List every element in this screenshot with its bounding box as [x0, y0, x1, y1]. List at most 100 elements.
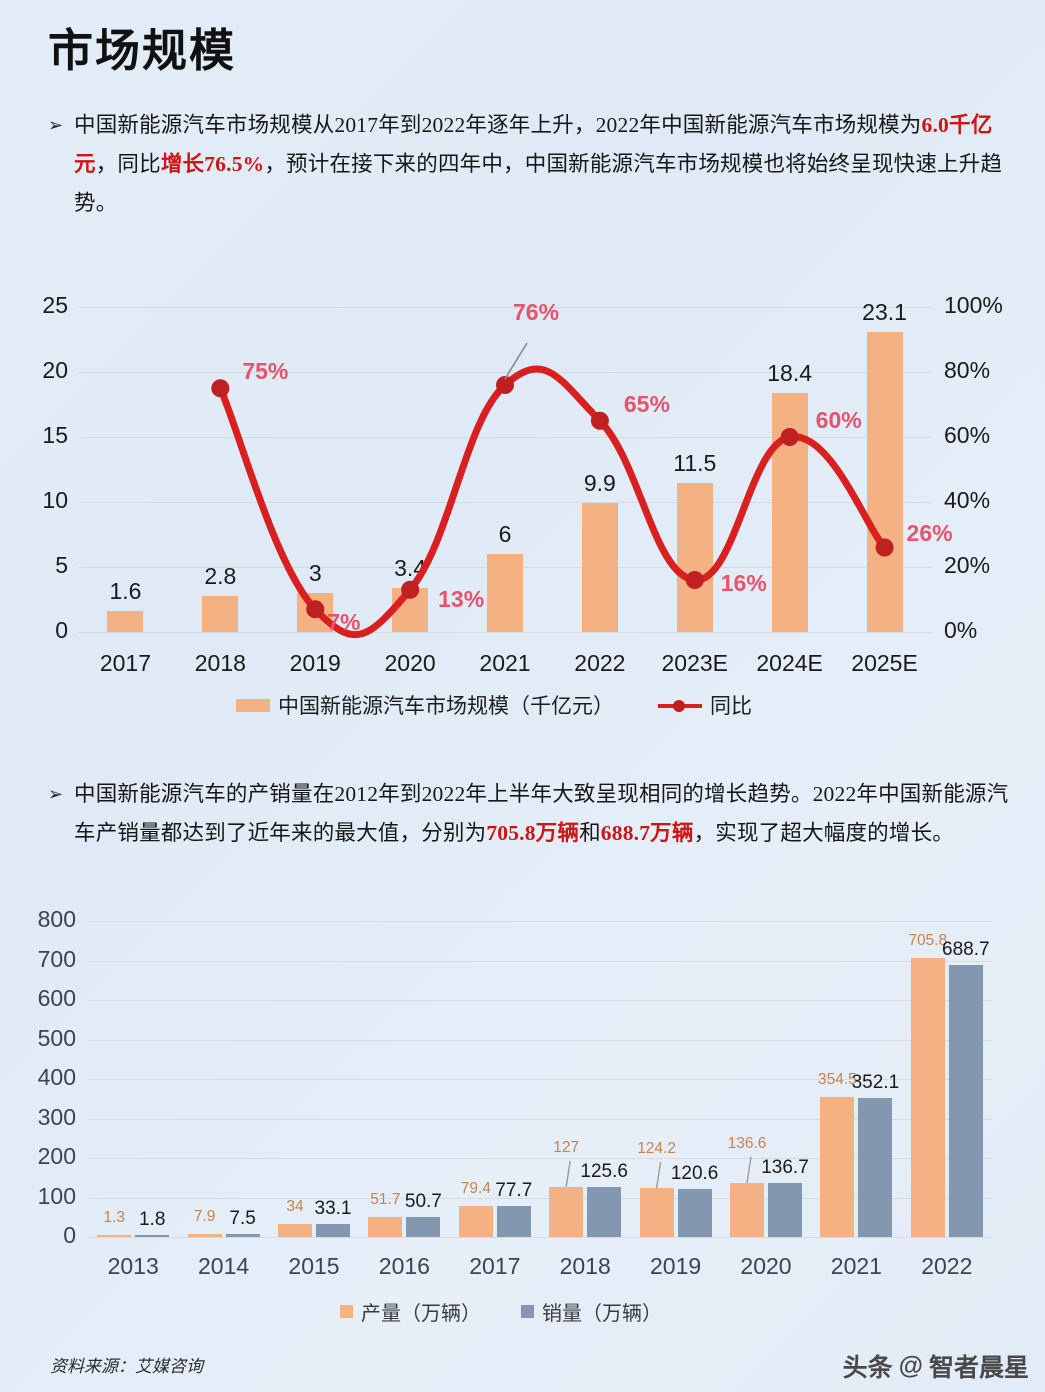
bar-value-production: 79.4: [460, 1179, 491, 1197]
orange-square-swatch-icon: [340, 1305, 353, 1318]
bar-sales[interactable]: [677, 1189, 712, 1237]
bar-production[interactable]: [639, 1187, 674, 1237]
bar-value-label: 23.1: [862, 298, 907, 325]
y2-axis-tick: 20%: [944, 552, 991, 578]
gridline: [88, 1237, 992, 1238]
y-axis-tick: 300: [37, 1103, 76, 1130]
watermark: 头条 @ 智者晨星: [843, 1348, 1029, 1384]
x-axis-tick: 2015: [288, 1253, 340, 1279]
bar-sales[interactable]: [316, 1223, 350, 1237]
bar-sales[interactable]: [225, 1234, 260, 1237]
bar-sales[interactable]: [496, 1206, 531, 1237]
source-note: 资料来源：艾媒咨询: [50, 1357, 203, 1376]
bar-sales[interactable]: [135, 1235, 170, 1237]
gridline: [88, 1079, 992, 1080]
yoy-value-label: 60%: [815, 407, 862, 433]
x-axis-tick: 2021: [479, 650, 531, 676]
production-sales-chart: 0 100 200 300 400 500 600 700 800 1.3 1.8 2013 7.9 7.…: [0, 905, 1045, 1335]
x-axis-tick: 2018: [559, 1253, 611, 1279]
bar-value-label: 9.9: [583, 470, 616, 497]
watermark-prefix: 头条: [842, 1354, 893, 1382]
bar-value-sales: 125.6: [580, 1161, 628, 1183]
x-axis-tick: 2022: [921, 1253, 973, 1279]
bar-market-size[interactable]: [581, 503, 618, 632]
bar-value-production: 124.2: [637, 1139, 676, 1157]
bar-production[interactable]: [730, 1183, 764, 1237]
x-axis-tick: 2013: [107, 1253, 159, 1279]
bar-market-size[interactable]: [392, 587, 429, 632]
legend-label-production: 产量（万辆）: [361, 1303, 481, 1325]
bullet2-seg1: 中国新能源汽车的产销量在2012年到2022年上半年大致呈现相同的增长趋势。20…: [74, 782, 1009, 845]
gridline: [88, 921, 992, 922]
bar-production[interactable]: [820, 1096, 855, 1237]
bar-market-size[interactable]: [866, 331, 903, 632]
bar-value-sales: 120.6: [670, 1163, 719, 1185]
legend-item-yoy[interactable]: 同比: [658, 690, 752, 720]
gridline: [88, 1158, 992, 1159]
yoy-value-label: 7%: [327, 609, 361, 636]
bar-market-size[interactable]: [107, 611, 144, 632]
bar-value-label: 1.6: [109, 578, 142, 605]
y-axis-tick: 500: [37, 1024, 76, 1051]
bar-sales[interactable]: [948, 964, 983, 1237]
y-axis-tick: 25: [42, 292, 68, 318]
bar-market-size[interactable]: [202, 595, 239, 632]
bullet-arrow-icon-2: ➢: [48, 784, 64, 804]
bar-production[interactable]: [549, 1186, 584, 1237]
y-axis-tick: 0: [63, 1222, 76, 1248]
bar-market-size[interactable]: [676, 482, 713, 632]
bullet1-highlight1: 6.0千亿元: [74, 113, 993, 176]
bullet-paragraph-market-size: ➢ 中国新能源汽车市场规模从2017年到2022年逐年上升，2022年中国新能源…: [48, 106, 1014, 223]
bar-sales[interactable]: [858, 1097, 893, 1237]
bar-swatch-icon: [236, 698, 270, 712]
bar-sales[interactable]: [587, 1187, 622, 1237]
x-axis-tick: 2014: [198, 1253, 250, 1279]
y-axis-tick: 5: [55, 552, 68, 578]
y-axis-tick: 600: [37, 985, 76, 1011]
x-axis-tick: 2024E: [756, 650, 823, 676]
bar-production[interactable]: [97, 1235, 132, 1237]
bar-production[interactable]: [458, 1205, 493, 1237]
legend-item-market-size[interactable]: 中国新能源汽车市场规模（千亿元）: [236, 690, 614, 720]
x-axis-tick: 2016: [378, 1253, 430, 1279]
line-marker-swatch-icon: [658, 699, 702, 712]
y2-axis-tick: 80%: [944, 357, 991, 383]
bar-production[interactable]: [368, 1216, 403, 1237]
y2-axis-tick: 40%: [944, 487, 991, 513]
y2-axis-tick: 100%: [944, 292, 1003, 318]
legend-label-sales: 销量（万辆）: [542, 1303, 662, 1325]
bar-sales[interactable]: [406, 1216, 441, 1237]
production-sales-legend: 产量（万辆） 销量（万辆）: [340, 1297, 662, 1326]
bar-value-production: 51.7: [370, 1190, 401, 1208]
bar-production[interactable]: [187, 1233, 222, 1237]
bullet1-highlight2: 增长76.5%: [160, 152, 265, 176]
y-axis-tick: 700: [37, 945, 76, 972]
yoy-value-label: 65%: [623, 390, 670, 417]
bar-value-label: 3.4: [394, 554, 427, 581]
bar-value-label: 11.5: [673, 449, 717, 476]
bar-market-size[interactable]: [487, 554, 523, 632]
line-data-point[interactable]: [211, 379, 230, 398]
gridline: [78, 307, 932, 308]
legend-item-sales[interactable]: 销量（万辆）: [521, 1297, 662, 1326]
x-axis-tick: 2023E: [661, 650, 729, 676]
page-title: 市场规模: [48, 26, 237, 76]
bar-production[interactable]: [278, 1223, 312, 1237]
bar-sales[interactable]: [768, 1183, 802, 1237]
x-axis-tick: 2021: [830, 1253, 882, 1279]
line-data-point[interactable]: [590, 411, 609, 430]
bar-value-sales: 33.1: [314, 1197, 352, 1219]
bar-production[interactable]: [910, 958, 945, 1237]
bullet1-seg3: ，预计在接下来的四年中，中国新能源汽车市场规模也将始终呈现快速上升趋势。: [74, 152, 1003, 215]
bar-market-size[interactable]: [771, 392, 808, 632]
legend-item-production[interactable]: 产量（万辆）: [340, 1297, 481, 1326]
y-axis-tick: 400: [37, 1064, 76, 1090]
y2-axis-tick: 0%: [944, 617, 978, 643]
x-axis-tick: 2025E: [851, 650, 918, 676]
bar-value-production: 354.5: [817, 1070, 857, 1088]
yoy-value-label: 76%: [513, 299, 560, 325]
yoy-value-label: 26%: [906, 519, 953, 546]
line-data-point[interactable]: [496, 376, 514, 394]
market-size-chart: 0 5 10 15 20 25 0% 20% 40% 60% 80% 100% 1.6 2017 2.8 20…: [0, 280, 1045, 740]
